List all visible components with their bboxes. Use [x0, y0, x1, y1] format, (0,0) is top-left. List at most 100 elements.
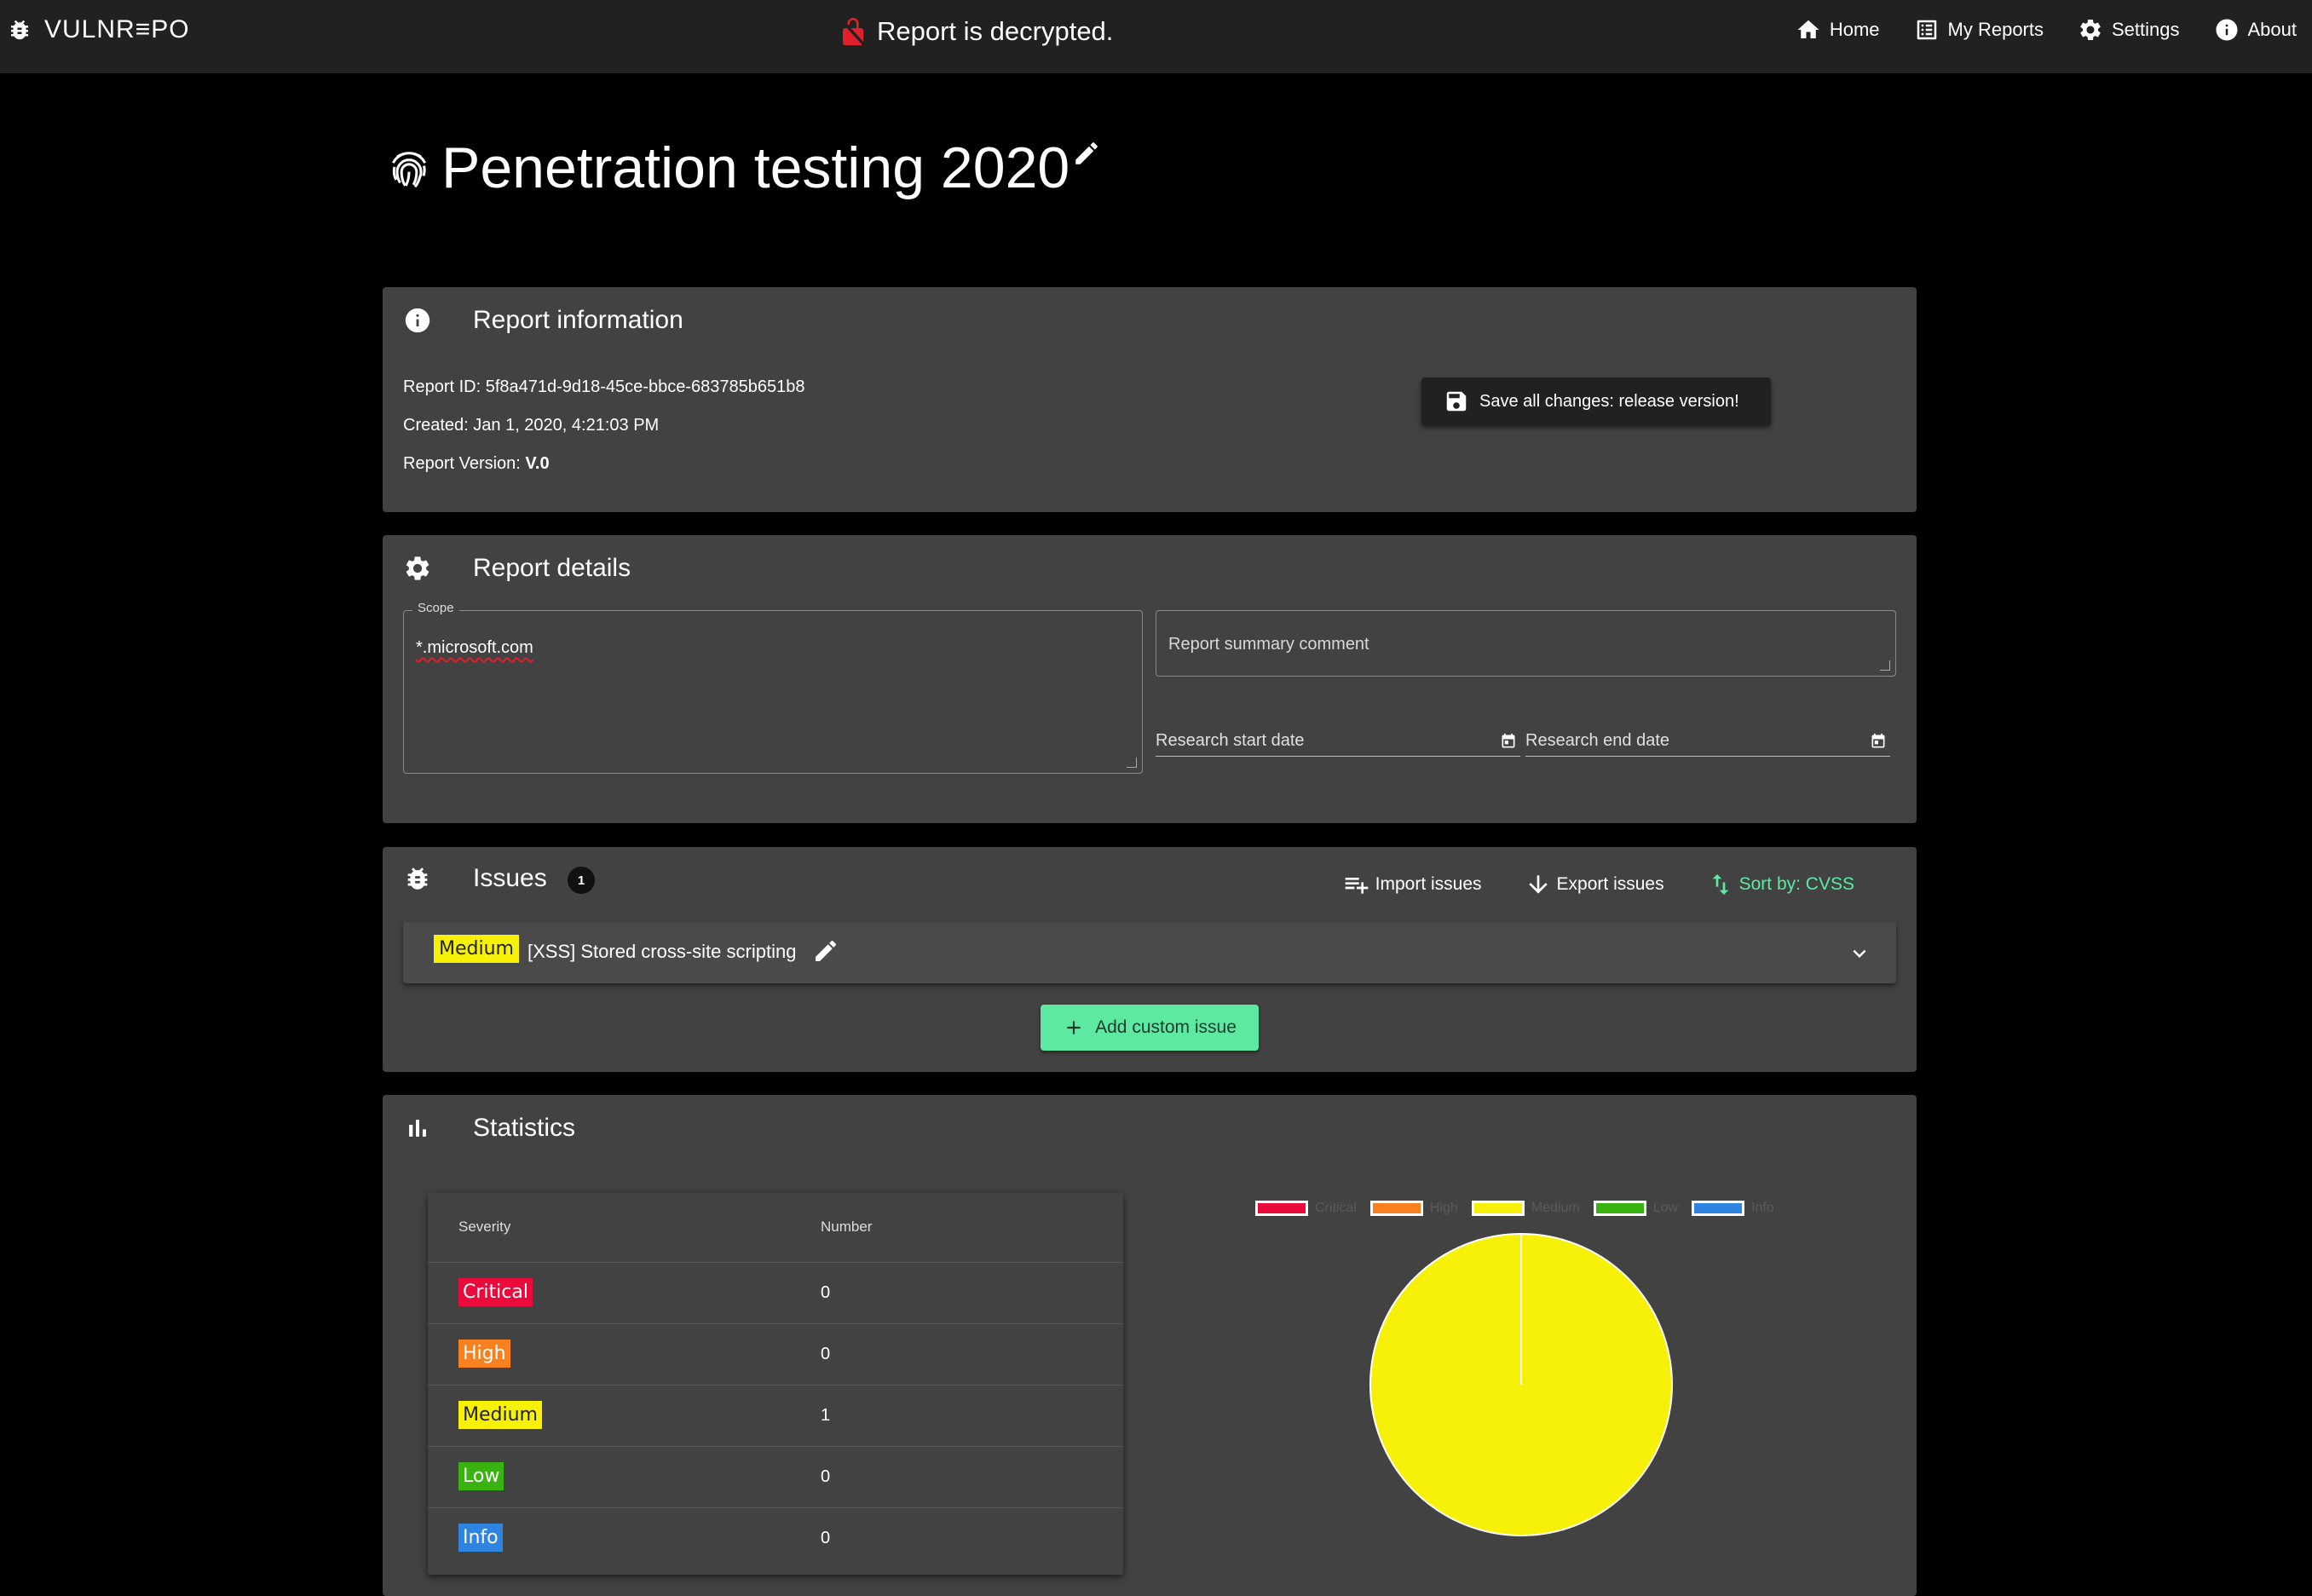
- report-details-header: Report details: [403, 554, 631, 583]
- version-label: Report Version:: [403, 454, 526, 473]
- report-details-panel: Report details Scope *.microsoft.com Rep…: [383, 535, 1917, 823]
- legend-item-medium[interactable]: Medium: [1471, 1201, 1580, 1216]
- created-value: Jan 1, 2020, 4:21:03 PM: [473, 416, 660, 435]
- chevron-down-icon[interactable]: [1847, 941, 1872, 966]
- table-row: Low 0: [428, 1447, 1123, 1508]
- legend-label: High: [1429, 1201, 1458, 1215]
- add-custom-issue-button[interactable]: Add custom issue: [1041, 1005, 1259, 1051]
- save-icon: [1444, 389, 1469, 414]
- calendar-icon[interactable]: [1870, 733, 1887, 750]
- nav-settings-label: Settings: [2112, 19, 2180, 40]
- report-details-title: Report details: [473, 554, 631, 582]
- issue-title: [XSS] Stored cross-site scripting: [528, 941, 797, 962]
- version-value: V.0: [525, 454, 550, 473]
- issue-actions: Import issues Export issues Sort by: CVS…: [1343, 871, 1854, 898]
- top-app-bar: VULNR≡PO Report is decrypted. Home My Re…: [0, 0, 2312, 73]
- legend-swatch: [1471, 1201, 1525, 1216]
- research-end-date-label: Research end date: [1525, 731, 1670, 750]
- report-id-value: 5f8a471d-9d18-45ce-bbce-683785b651b8: [485, 377, 805, 396]
- severity-column-header: Severity: [458, 1219, 511, 1235]
- legend-swatch: [1369, 1201, 1423, 1216]
- legend-label: Medium: [1531, 1201, 1580, 1215]
- scope-label: Scope: [412, 601, 459, 615]
- legend-swatch: [1692, 1201, 1745, 1216]
- issue-severity-badge: Medium: [434, 935, 519, 963]
- severity-pie-chart: [1369, 1233, 1673, 1536]
- issue-row[interactable]: Medium [XSS] Stored cross-site scripting: [403, 922, 1896, 983]
- import-issues-button[interactable]: Import issues: [1343, 871, 1482, 898]
- chart-legend: Critical High Medium Low Info: [1255, 1201, 1779, 1216]
- lock-open-icon: [839, 15, 867, 48]
- resize-handle[interactable]: [1127, 758, 1137, 768]
- edit-issue-icon[interactable]: [812, 937, 839, 965]
- nav-home[interactable]: Home: [1796, 17, 1880, 43]
- legend-item-low[interactable]: Low: [1593, 1201, 1678, 1216]
- report-information-panel: Report information Report ID: 5f8a471d-9…: [383, 287, 1917, 512]
- scope-value: *.microsoft.com: [416, 638, 533, 657]
- number-column-header: Number: [821, 1219, 873, 1235]
- sort-cvss-button[interactable]: Sort by: CVSS: [1707, 871, 1854, 898]
- severity-table: Severity Number Critical 0 High 0 Medium…: [428, 1193, 1123, 1575]
- severity-badge-info: Info: [458, 1524, 503, 1552]
- page-title: Penetration testing 2020: [441, 135, 1070, 200]
- summary-comment-placeholder: Report summary comment: [1168, 635, 1369, 654]
- info-icon: [403, 306, 432, 335]
- severity-badge-critical: Critical: [458, 1278, 533, 1306]
- report-title-row: Penetration testing 2020: [385, 135, 1070, 201]
- bar-chart-icon: [403, 1114, 432, 1143]
- research-end-date-input[interactable]: Research end date: [1525, 724, 1890, 757]
- created-label: Created:: [403, 416, 474, 435]
- import-export-icon: [1707, 871, 1734, 898]
- legend-item-high[interactable]: High: [1369, 1201, 1458, 1216]
- arrow-down-icon: [1525, 871, 1552, 898]
- created-line: Created: Jan 1, 2020, 4:21:03 PM: [403, 416, 659, 435]
- version-line: Report Version: V.0: [403, 454, 550, 474]
- legend-swatch: [1255, 1201, 1308, 1216]
- gear-icon: [2078, 17, 2103, 43]
- severity-count: 0: [821, 1467, 831, 1486]
- scope-textarea[interactable]: Scope *.microsoft.com: [403, 601, 1143, 774]
- report-information-title: Report information: [473, 306, 683, 334]
- calendar-icon[interactable]: [1500, 733, 1517, 750]
- legend-item-critical[interactable]: Critical: [1255, 1201, 1357, 1216]
- nav-settings[interactable]: Settings: [2078, 17, 2180, 43]
- table-row: High 0: [428, 1324, 1123, 1386]
- nav-home-label: Home: [1829, 19, 1880, 40]
- decryption-status: Report is decrypted.: [839, 15, 1113, 48]
- severity-count: 0: [821, 1345, 831, 1363]
- severity-badge-high: High: [458, 1340, 510, 1368]
- legend-label: Info: [1751, 1201, 1774, 1215]
- edit-title-icon[interactable]: [1072, 139, 1101, 168]
- decryption-status-text: Report is decrypted.: [877, 16, 1114, 46]
- table-row: Critical 0: [428, 1263, 1123, 1324]
- statistics-panel: Statistics Severity Number Critical 0 Hi…: [383, 1095, 1917, 1596]
- bug-icon: [7, 17, 32, 43]
- research-start-date-input[interactable]: Research start date: [1156, 724, 1520, 757]
- fingerprint-icon: [385, 142, 433, 193]
- legend-label: Critical: [1315, 1201, 1357, 1215]
- export-issues-label: Export issues: [1556, 874, 1664, 894]
- research-start-date-label: Research start date: [1156, 731, 1305, 750]
- brand[interactable]: VULNR≡PO: [7, 15, 190, 44]
- issues-count-badge: 1: [568, 867, 595, 894]
- report-information-header: Report information: [403, 306, 683, 335]
- export-issues-button[interactable]: Export issues: [1525, 871, 1664, 898]
- report-id-line: Report ID: 5f8a471d-9d18-45ce-bbce-68378…: [403, 377, 804, 397]
- save-release-button[interactable]: Save all changes: release version!: [1421, 377, 1771, 425]
- severity-badge-medium: Medium: [458, 1401, 542, 1429]
- resize-handle[interactable]: [1880, 660, 1890, 671]
- home-icon: [1796, 17, 1821, 43]
- issues-title: Issues: [473, 864, 547, 892]
- plus-icon: [1063, 1017, 1085, 1039]
- nav-about-label: About: [2247, 19, 2298, 40]
- brand-name: VULNR≡PO: [44, 15, 190, 43]
- gear-icon: [403, 554, 432, 583]
- summary-comment-textarea[interactable]: Report summary comment: [1156, 610, 1896, 677]
- nav-about[interactable]: About: [2214, 17, 2298, 43]
- issues-panel: Issues 1 Import issues Export issues Sor…: [383, 847, 1917, 1072]
- nav-my-reports[interactable]: My Reports: [1914, 17, 2044, 43]
- legend-item-info[interactable]: Info: [1692, 1201, 1774, 1216]
- severity-badge-low: Low: [458, 1462, 504, 1490]
- import-issues-label: Import issues: [1375, 874, 1482, 894]
- add-custom-issue-label: Add custom issue: [1095, 1017, 1237, 1037]
